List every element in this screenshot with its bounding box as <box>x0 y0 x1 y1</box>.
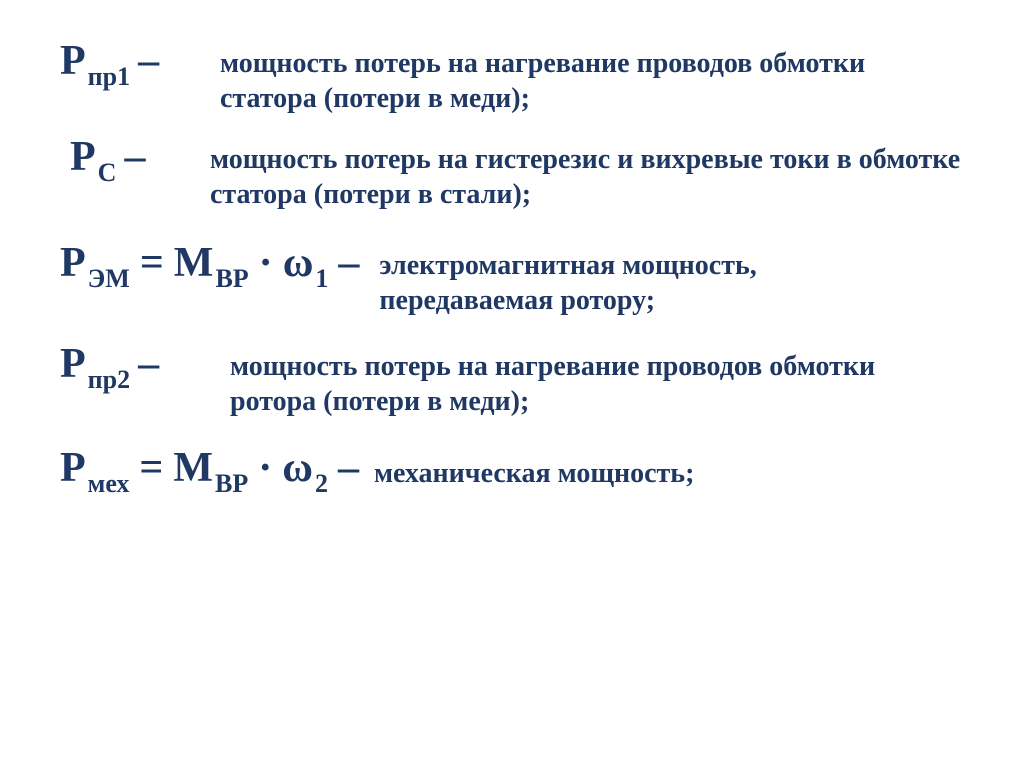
dot-op: · <box>259 242 273 284</box>
r2-base: ω <box>282 447 313 489</box>
equals-sign: = <box>139 447 163 489</box>
r2-sub: 1 <box>315 266 328 292</box>
definition-text: электромагнитная мощность, передаваемая … <box>379 242 839 318</box>
symbol-p-pr2: P пр2 – <box>60 343 210 385</box>
symbol-p-c: P С – <box>70 136 190 178</box>
dash: – <box>138 40 159 82</box>
definition-text: мощность потерь на нагревание проводов о… <box>230 343 950 419</box>
equation-p-em: P ЭМ = M ВР · ω 1 – <box>60 242 369 284</box>
symbol-base: P <box>60 343 86 385</box>
r1-sub: ВР <box>215 471 248 497</box>
symbol-p-pr1: P пр1 – <box>60 40 200 82</box>
lhs-base: P <box>60 447 86 489</box>
definition-row: P мех = M ВР · ω 2 – механическая мощнос… <box>60 444 974 491</box>
equation-p-mech: P мех = M ВР · ω 2 – <box>60 447 369 489</box>
r2-sub: 2 <box>315 471 328 497</box>
symbol-subscript: С <box>98 160 117 186</box>
r1-base: M <box>173 447 213 489</box>
definition-row: P С – мощность потерь на гистерезис и ви… <box>60 136 974 212</box>
equals-sign: = <box>140 242 164 284</box>
symbol-subscript: пр2 <box>88 367 130 393</box>
definition-row: P пр2 – мощность потерь на нагревание пр… <box>60 343 974 419</box>
r1-sub: ВР <box>215 266 248 292</box>
r1-base: M <box>174 242 214 284</box>
lhs-sub: мех <box>88 471 130 497</box>
definition-text: мощность потерь на гистерезис и вихревые… <box>210 136 970 212</box>
symbol-subscript: пр1 <box>88 64 130 90</box>
symbol-base: P <box>60 40 86 82</box>
lhs-base: P <box>60 242 86 284</box>
definition-row: P ЭМ = M ВР · ω 1 – электромагнитная мощ… <box>60 242 974 318</box>
dash: – <box>138 343 159 385</box>
definition-row: P пр1 – мощность потерь на нагревание пр… <box>60 40 974 116</box>
definitions-list: P пр1 – мощность потерь на нагревание пр… <box>0 0 1024 491</box>
symbol-base: P <box>70 136 96 178</box>
r2-base: ω <box>283 242 314 284</box>
dash: – <box>338 242 359 284</box>
lhs-sub: ЭМ <box>88 266 130 292</box>
definition-text: механическая мощность; <box>374 444 694 491</box>
definition-text: мощность потерь на нагревание проводов о… <box>220 40 940 116</box>
dash: – <box>338 447 359 489</box>
dash: – <box>124 136 145 178</box>
dot-op: · <box>258 447 272 489</box>
